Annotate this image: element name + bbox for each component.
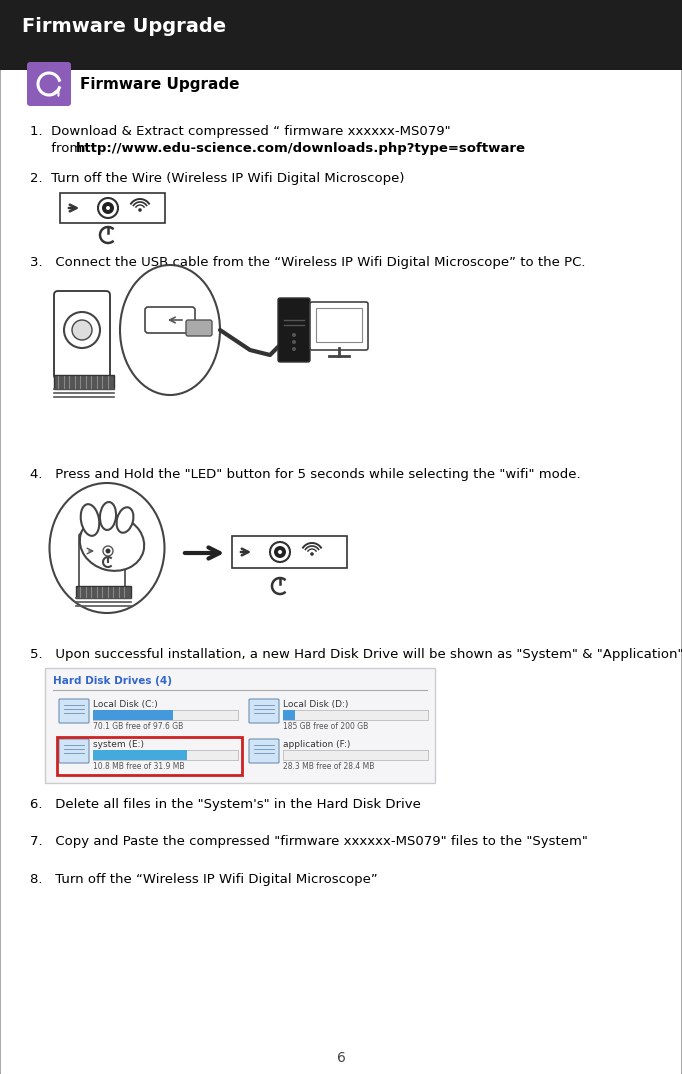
FancyBboxPatch shape — [79, 533, 125, 589]
FancyBboxPatch shape — [249, 699, 279, 723]
Text: 70.1 GB free of 97.6 GB: 70.1 GB free of 97.6 GB — [93, 722, 183, 731]
Text: 7.   Copy and Paste the compressed "firmware xxxxxx-MS079" files to the "System": 7. Copy and Paste the compressed "firmwa… — [30, 834, 588, 848]
Circle shape — [292, 347, 296, 351]
FancyBboxPatch shape — [0, 0, 682, 70]
Circle shape — [310, 552, 314, 556]
Text: Local Disk (D:): Local Disk (D:) — [283, 700, 349, 709]
Circle shape — [292, 333, 296, 337]
Circle shape — [106, 206, 110, 211]
Text: 185 GB free of 200 GB: 185 GB free of 200 GB — [283, 722, 368, 731]
Text: 6.   Delete all files in the "System's" in the Hard Disk Drive: 6. Delete all files in the "System's" in… — [30, 798, 421, 811]
Text: Firmware Upgrade: Firmware Upgrade — [22, 17, 226, 37]
Text: application (F:): application (F:) — [283, 740, 351, 749]
Text: Firmware Upgrade: Firmware Upgrade — [80, 76, 239, 91]
Circle shape — [72, 320, 92, 340]
Circle shape — [270, 542, 290, 562]
FancyBboxPatch shape — [0, 37, 682, 1074]
Bar — [283, 750, 428, 760]
Circle shape — [64, 313, 100, 348]
Text: 6: 6 — [336, 1051, 346, 1065]
Text: http://www.edu-science.com/downloads.php?type=software: http://www.edu-science.com/downloads.php… — [76, 142, 526, 155]
Ellipse shape — [100, 502, 116, 529]
Text: 10.8 MB free of 31.9 MB: 10.8 MB free of 31.9 MB — [93, 761, 185, 771]
FancyBboxPatch shape — [59, 699, 89, 723]
Ellipse shape — [80, 516, 144, 571]
Ellipse shape — [120, 265, 220, 395]
FancyBboxPatch shape — [310, 302, 368, 350]
FancyBboxPatch shape — [249, 739, 279, 763]
FancyBboxPatch shape — [278, 297, 310, 362]
Circle shape — [138, 208, 142, 212]
Circle shape — [102, 202, 114, 214]
FancyBboxPatch shape — [60, 193, 165, 223]
Text: system (E:): system (E:) — [93, 740, 144, 749]
Bar — [93, 710, 173, 720]
FancyBboxPatch shape — [54, 291, 110, 379]
Bar — [45, 668, 435, 783]
Circle shape — [98, 198, 118, 218]
Circle shape — [292, 340, 296, 344]
Bar — [93, 710, 238, 720]
FancyBboxPatch shape — [59, 739, 89, 763]
Text: 28.3 MB free of 28.4 MB: 28.3 MB free of 28.4 MB — [283, 761, 374, 771]
Ellipse shape — [117, 507, 134, 533]
Circle shape — [103, 546, 113, 556]
FancyBboxPatch shape — [27, 62, 71, 106]
Text: 2.  Turn off the Wire (Wireless IP Wifi Digital Microscope): 2. Turn off the Wire (Wireless IP Wifi D… — [30, 172, 404, 185]
Text: Hard Disk Drives (4): Hard Disk Drives (4) — [53, 676, 172, 686]
Bar — [316, 308, 362, 342]
Ellipse shape — [50, 483, 164, 613]
Text: 3.   Connect the USB cable from the “Wireless IP Wifi Digital Microscope” to the: 3. Connect the USB cable from the “Wirel… — [30, 256, 586, 268]
Circle shape — [106, 549, 110, 553]
Bar — [93, 750, 238, 760]
Bar — [76, 586, 131, 598]
FancyBboxPatch shape — [232, 536, 347, 568]
Circle shape — [278, 550, 282, 554]
Text: 4.   Press and Hold the "LED" button for 5 seconds while selecting the "wifi" mo: 4. Press and Hold the "LED" button for 5… — [30, 468, 580, 481]
Bar — [283, 710, 428, 720]
Bar — [54, 375, 114, 389]
Text: Local Disk (C:): Local Disk (C:) — [93, 700, 158, 709]
Text: 5.   Upon successful installation, a new Hard Disk Drive will be shown as "Syste: 5. Upon successful installation, a new H… — [30, 648, 682, 661]
FancyBboxPatch shape — [145, 307, 195, 333]
Ellipse shape — [80, 504, 100, 536]
Text: 1.  Download & Extract compressed “ firmware xxxxxx-MS079": 1. Download & Extract compressed “ firmw… — [30, 125, 451, 137]
Bar — [283, 710, 295, 720]
Text: 8.   Turn off the “Wireless IP Wifi Digital Microscope”: 8. Turn off the “Wireless IP Wifi Digita… — [30, 873, 378, 886]
Text: from: from — [30, 142, 87, 155]
Bar — [93, 750, 188, 760]
FancyBboxPatch shape — [186, 320, 212, 336]
Circle shape — [274, 546, 286, 558]
